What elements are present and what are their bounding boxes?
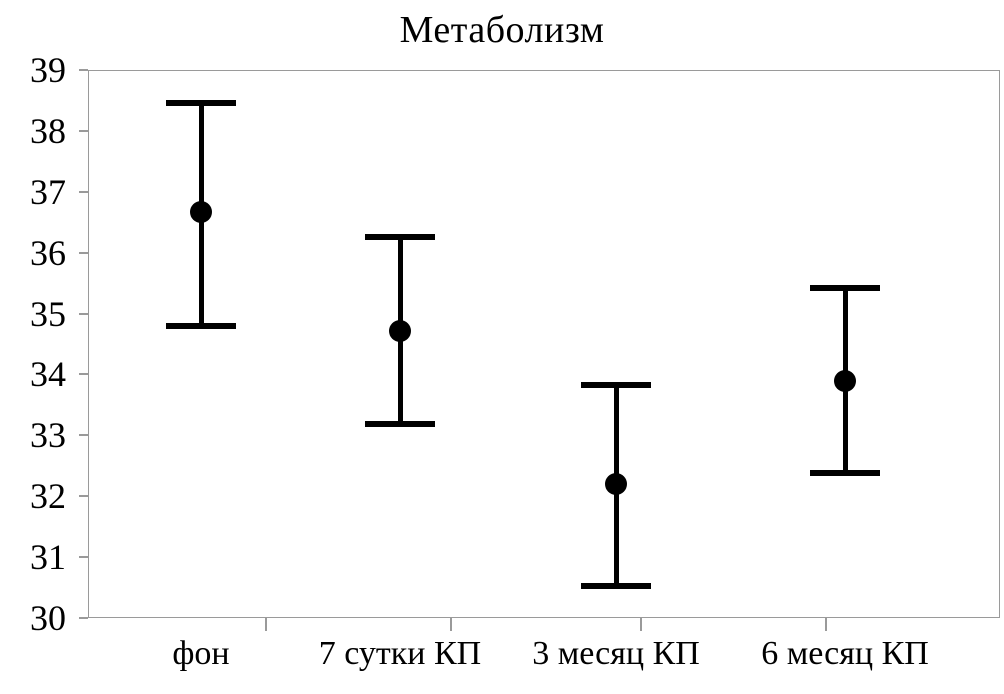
y-tick-label: 35 — [30, 293, 66, 334]
x-tick-mark — [825, 618, 827, 631]
y-tick-mark — [79, 190, 88, 193]
y-tick-label: 30 — [30, 598, 66, 638]
y-tick-mark — [79, 373, 88, 376]
x-tick-mark — [640, 618, 642, 631]
y-tick-label: 37 — [30, 171, 66, 212]
y-tick-mark — [79, 434, 88, 437]
plot-area — [88, 70, 1000, 618]
y-tick-mark — [79, 251, 88, 254]
y-axis: 39 38 37 36 35 34 33 32 31 30 — [0, 52, 80, 636]
y-tick-label: 34 — [30, 354, 66, 395]
y-tick-mark — [79, 69, 88, 71]
y-tick-label: 36 — [30, 232, 66, 273]
y-tick-label: 32 — [30, 476, 66, 517]
x-axis-labels: фон 7 сутки КП 3 месяц КП 6 месяц КП — [88, 628, 1000, 688]
x-tick-label: 7 сутки КП — [318, 635, 482, 672]
y-tick-mark — [79, 556, 88, 559]
y-tick-label: 38 — [30, 110, 66, 151]
x-tick-mark — [265, 618, 267, 631]
y-tick-mark — [79, 617, 88, 619]
x-axis-ticks — [88, 618, 1000, 632]
y-tick-label: 31 — [30, 537, 66, 578]
x-tick-label: 6 месяц КП — [761, 635, 929, 672]
y-tick-label: 39 — [30, 50, 66, 90]
y-tick-mark — [79, 312, 88, 315]
y-tick-label: 33 — [30, 415, 66, 456]
y-tick-mark — [79, 129, 88, 132]
x-tick-label: фон — [172, 635, 230, 672]
y-tick-mark — [79, 495, 88, 498]
chart-title: Метаболизм — [399, 9, 605, 51]
x-tick-mark — [450, 618, 452, 631]
x-tick-label: 3 месяц КП — [532, 635, 700, 672]
